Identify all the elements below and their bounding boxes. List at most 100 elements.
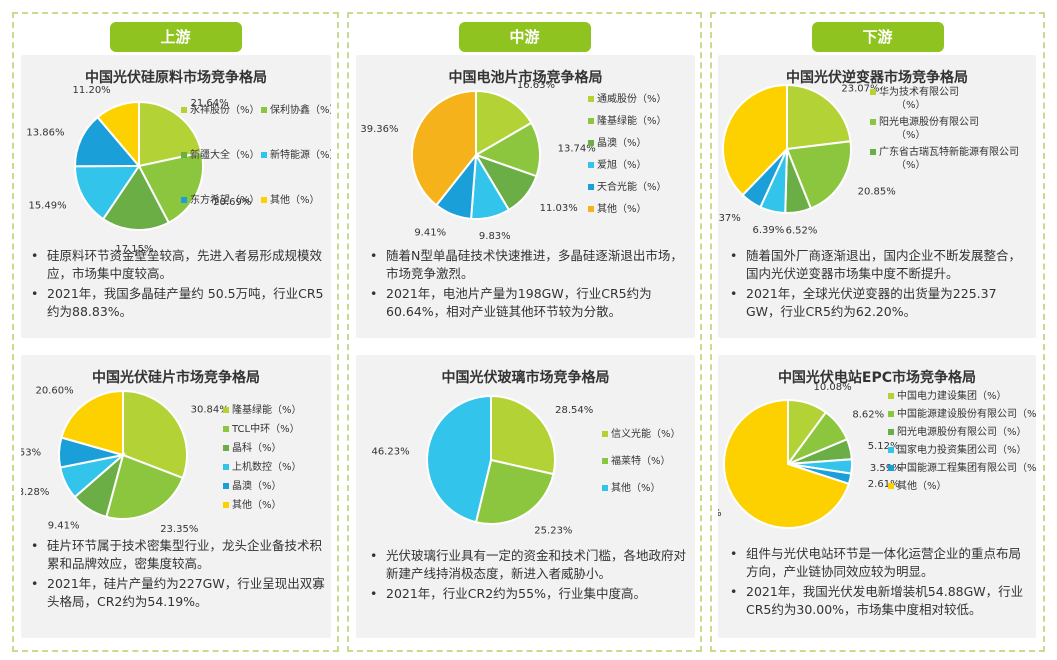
note-item: • 2021年，电池片产量为198GW，行业CR5约为60.64%，相对产业链其他…: [370, 286, 652, 319]
pie-slice: [785, 140, 852, 210]
legend-label: 福莱特（%）: [611, 454, 671, 467]
pie-slice: [105, 453, 185, 520]
data-label: 9.83%: [479, 231, 511, 242]
legend-label: 中国电力建设集团（%）: [897, 389, 1007, 402]
legend-swatch: [870, 149, 876, 155]
column-midstream: 中游: [347, 12, 702, 652]
note-item: • 2021年，我国多晶硅产量约 50.5万吨，行业CR5约为88.83%。: [31, 286, 324, 319]
pie-chart-pv-glass: 28.54% 25.23% 46.23% 信义光能（%） 福莱特（%） 其他（%）: [371, 394, 681, 537]
legend-label: 永祥股份（%）: [190, 103, 260, 116]
note-item: • 硅片环节属于技术密集型行业，龙头企业备技术积累和品牌效应，密集度较高。: [31, 538, 323, 571]
legend-label: 其他（%）: [232, 498, 282, 511]
legend-swatch: [588, 118, 594, 124]
notes-list: • 光伏玻璃行业具有一定的资金和技术门槛，各地政府对新建产线持消极态度，新进入者威…: [368, 547, 688, 605]
data-label: 20.85%: [858, 187, 896, 198]
legend-label: 通威股份（%）: [597, 92, 667, 105]
data-label: 15.49%: [28, 201, 66, 212]
legend-swatch: [602, 458, 608, 464]
panel-title: 中国光伏电站EPC市场竞争格局: [777, 370, 977, 386]
legend-label: 阳光电源股份有限公司（%）: [897, 425, 1027, 438]
data-label: 21.64%: [191, 98, 229, 109]
legend-swatch: [261, 152, 267, 158]
legend-swatch: [223, 464, 229, 470]
notes-list: • 硅原料环节资金壁垒较高，先进入者易形成规模效应，市场集中度较高。 • 2021年…: [29, 247, 325, 323]
pie-slice: [73, 115, 142, 168]
pie-slice: [475, 89, 533, 157]
legend-swatch: [588, 162, 594, 168]
legend-label: 东方希望（%）: [190, 193, 260, 206]
panel-title: 中国光伏逆变器市场竞争格局: [786, 70, 968, 86]
data-label: 5.12%: [868, 441, 900, 452]
pie-slice: [137, 151, 204, 225]
note-item: • 2021年，行业CR2约为55%，行业集中度高。: [370, 586, 646, 601]
panel-solar-cell: 中国电池片市场竞争格局 16.63% 13.74% 11.03% 9.83% 9.41%…: [356, 55, 695, 338]
legend-label: 晶澳（%）: [232, 479, 282, 492]
legend-label: 保利协鑫（%）: [270, 103, 331, 116]
legend-swatch: [888, 411, 894, 417]
data-label: 20.69%: [213, 197, 251, 208]
legend-swatch: [602, 485, 608, 491]
legend-swatch: [888, 465, 894, 471]
pie-chart-silicon-wafer: 30.84% 23.35% 9.41% 8.28% 7.53% 20.60% 隆基绿能（%）…: [21, 386, 302, 535]
legend-swatch: [181, 197, 187, 203]
legend-swatch: [261, 197, 267, 203]
legend-label: 其他（%）: [897, 479, 947, 492]
legend-swatch: [223, 483, 229, 489]
pie-slice: [426, 394, 492, 524]
panel-title: 中国光伏玻璃市场竞争格局: [441, 370, 610, 386]
legend-label: 其他（%）: [270, 193, 320, 206]
data-label: 10.08%: [814, 382, 852, 393]
pie-slice: [138, 100, 203, 168]
panel-silicon-wafer: 中国光伏硅片市场竞争格局 30.84% 23.35% 9.41% 8.28% 7.53%…: [21, 355, 331, 638]
data-label: 3.59%: [870, 463, 902, 474]
legend-swatch: [588, 96, 594, 102]
pie-chart-epc: 10.08% 8.62% 5.12% 3.59% 2.61% 70.00% 中国电力建设集团…: [718, 382, 1036, 529]
note-item: • 随着N型单晶硅技术快速推进，多晶硅逐渐退出市场，市场竞争激烈。: [370, 248, 683, 281]
legend-swatch: [588, 184, 594, 190]
panel-title: 中国电池片市场竞争格局: [448, 70, 603, 86]
column-downstream: 下游: [710, 12, 1045, 652]
pie-slice: [73, 164, 141, 221]
legend-swatch: [888, 483, 894, 489]
data-label: 13.86%: [26, 128, 64, 139]
legend-label: 隆基绿能（%）: [597, 114, 667, 127]
panel-title: 中国光伏硅片市场竞争格局: [92, 370, 260, 386]
notes-list: • 组件与光伏电站环节是一体化运营企业的重点布局方向，产业链协同效应较为明显。 •…: [728, 545, 1028, 621]
data-label: 46.23%: [371, 446, 409, 457]
data-label: 8.62%: [852, 409, 884, 420]
legend-label: 晶澳（%）: [597, 136, 647, 149]
data-label: 9.41%: [48, 521, 80, 532]
pie-chart-solar-cell: 16.63% 13.74% 11.03% 9.83% 9.41% 39.36% 通威股份（%…: [360, 80, 667, 242]
data-label: 7.53%: [21, 448, 41, 459]
pie-slice: [474, 458, 555, 525]
pie-slice: [786, 83, 852, 151]
panel-title: 中国光伏硅原料市场竞争格局: [85, 70, 267, 86]
pie-slice: [60, 389, 124, 457]
pie-slice: [411, 89, 477, 207]
notes-list: • 随着国外厂商逐渐退出，国内企业不断发展整合，国内光伏逆变器市场集中度不断提升。…: [728, 247, 1028, 323]
legend-label: 国家电力投资集团公司（%）: [897, 443, 1027, 456]
pie-slice: [723, 398, 851, 529]
data-label: 30.84%: [191, 405, 229, 416]
legend-label: 隆基绿能（%）: [232, 403, 302, 416]
legend-swatch: [588, 206, 594, 212]
legend-label: 其他（%）: [597, 202, 647, 215]
pie-slice: [122, 389, 188, 480]
legend-swatch: [870, 89, 876, 95]
legend-swatch: [888, 393, 894, 399]
pie-slice: [722, 83, 788, 197]
pie-slice: [101, 164, 171, 232]
pie-slice: [490, 394, 556, 476]
column-upstream: 上游: [12, 12, 339, 652]
legend-label: 阳光电源股份有限公司（%）: [879, 115, 979, 141]
legend-swatch: [602, 431, 608, 437]
column-header-midstream: 中游: [458, 22, 591, 52]
legend-label: 华为技术有限公司（%）: [879, 85, 959, 111]
panel-pv-glass: 中国光伏玻璃市场竞争格局 28.54% 25.23% 46.23% 信义光能（%） 福莱…: [356, 355, 695, 638]
note-item: • 硅原料环节资金壁垒较高，先进入者易形成规模效应，市场集中度较高。: [31, 248, 323, 281]
data-label: 23.35%: [160, 524, 198, 535]
panel-inverter: 中国光伏逆变器市场竞争格局 23.07% 20.85% 6.52%6.39% 5.37…: [718, 55, 1036, 338]
data-label: 2.61%: [868, 479, 900, 490]
panel-silicon-material: 中国光伏硅原料市场竞争格局 21.64% 20.69% 17.15% 15.49% 13…: [21, 55, 331, 338]
data-label: 17.15%: [115, 244, 153, 255]
